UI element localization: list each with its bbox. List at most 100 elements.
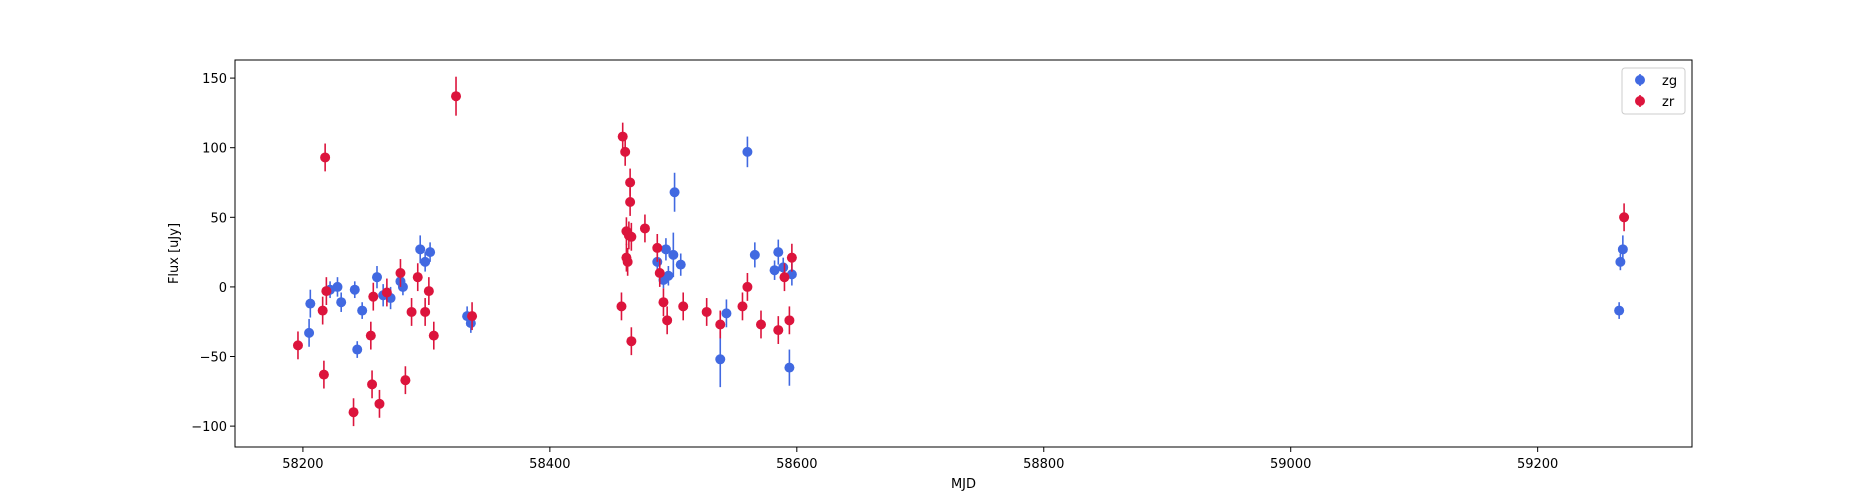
x-tick-label: 58800: [1023, 457, 1064, 472]
data-point-zr: [318, 369, 329, 380]
data-point-zr: [784, 315, 795, 326]
x-axis-label: MJD: [951, 477, 976, 492]
data-point-zr: [381, 287, 392, 298]
data-point-zg: [332, 281, 343, 292]
data-point-zr: [616, 301, 627, 312]
x-tick-label: 59000: [1270, 457, 1311, 472]
data-point-zr: [412, 272, 423, 283]
x-axis: 58200 58400 58600 58800 59000 59200: [282, 447, 1558, 472]
data-point-zr: [658, 297, 669, 308]
data-point-zr: [617, 131, 628, 142]
data-point-zr: [317, 305, 328, 316]
plot-area-frame: [234, 59, 1693, 448]
data-point-zg: [749, 249, 760, 260]
x-tick-label: 58400: [529, 457, 570, 472]
data-point-zg: [721, 308, 732, 319]
data-point-zr: [365, 330, 376, 341]
data-point-zr: [406, 306, 417, 317]
data-point-zr: [1619, 212, 1630, 223]
legend-marker-zg: [1635, 75, 1645, 85]
data-point-zr: [420, 306, 431, 317]
data-point-zg: [773, 247, 784, 258]
data-point-zr: [620, 146, 631, 157]
data-point-zr: [395, 267, 406, 278]
data-point-zr: [320, 152, 331, 163]
data-point-zg: [778, 262, 789, 273]
series-zr: [292, 76, 1630, 427]
series-layer: [292, 76, 1630, 427]
legend-label-zg: zg: [1662, 74, 1677, 89]
data-point-zr: [652, 242, 663, 253]
data-point-zr: [654, 267, 665, 278]
data-point-zg: [397, 281, 408, 292]
data-point-zr: [756, 319, 767, 330]
y-tick-label: 0: [219, 281, 227, 296]
series-zg: [304, 136, 1628, 388]
y-tick-label: −50: [200, 351, 227, 366]
data-point-zg: [352, 344, 363, 355]
data-point-zr: [374, 398, 385, 409]
data-point-zg: [305, 298, 316, 309]
data-point-zr: [367, 379, 378, 390]
data-point-zr: [737, 301, 748, 312]
data-point-zr: [622, 256, 633, 267]
x-tick-label: 58200: [282, 457, 323, 472]
data-point-zr: [423, 286, 434, 297]
data-point-zr: [773, 325, 784, 336]
data-point-zg: [1617, 244, 1628, 255]
data-point-zg: [420, 256, 431, 267]
data-point-zr: [715, 319, 726, 330]
legend-label-zr: zr: [1662, 95, 1675, 110]
data-point-zg: [415, 244, 426, 255]
y-axis-label: Flux [uJy]: [167, 223, 182, 284]
data-point-zr: [786, 252, 797, 263]
legend: zg zr: [1621, 67, 1686, 115]
data-point-zr: [701, 306, 712, 317]
data-point-zr: [467, 311, 478, 322]
data-point-zr: [368, 291, 379, 302]
data-point-zr: [321, 286, 332, 297]
data-point-zg: [1615, 256, 1626, 267]
data-point-zg: [668, 249, 679, 260]
y-tick-label: 150: [202, 72, 227, 87]
data-point-zg: [357, 305, 368, 316]
data-point-zr: [625, 196, 636, 207]
y-tick-label: 50: [210, 211, 227, 226]
data-point-zg: [371, 272, 382, 283]
legend-entries: zg zr: [1635, 74, 1677, 110]
y-axis: −100 −50 0 50 100 150: [191, 72, 235, 435]
data-point-zr: [742, 281, 753, 292]
data-point-zg: [1614, 305, 1625, 316]
data-point-zr: [625, 177, 636, 188]
data-point-zg: [336, 297, 347, 308]
y-tick-label: 100: [202, 142, 227, 157]
data-point-zr: [662, 315, 673, 326]
data-point-zr: [400, 375, 411, 386]
data-point-zg: [304, 327, 315, 338]
data-point-zg: [715, 354, 726, 365]
data-point-zr: [639, 223, 650, 234]
legend-marker-zr: [1635, 96, 1645, 106]
data-point-zr: [626, 336, 637, 347]
data-point-zg: [784, 362, 795, 373]
data-point-zr: [779, 272, 790, 283]
data-point-zr: [348, 407, 359, 418]
data-point-zg: [669, 187, 680, 198]
data-point-zg: [660, 244, 671, 255]
data-point-zr: [451, 91, 462, 102]
data-point-zr: [626, 231, 637, 242]
data-point-zg: [663, 270, 674, 281]
data-point-zg: [349, 284, 360, 295]
y-tick-label: −100: [191, 420, 227, 435]
data-point-zr: [292, 340, 303, 351]
data-point-zg: [425, 247, 436, 258]
data-point-zg: [742, 146, 753, 157]
data-point-zg: [675, 259, 686, 270]
data-point-zr: [428, 330, 439, 341]
data-point-zg: [769, 265, 780, 276]
x-tick-label: 59200: [1517, 457, 1558, 472]
data-point-zr: [678, 301, 689, 312]
x-tick-label: 58600: [776, 457, 817, 472]
